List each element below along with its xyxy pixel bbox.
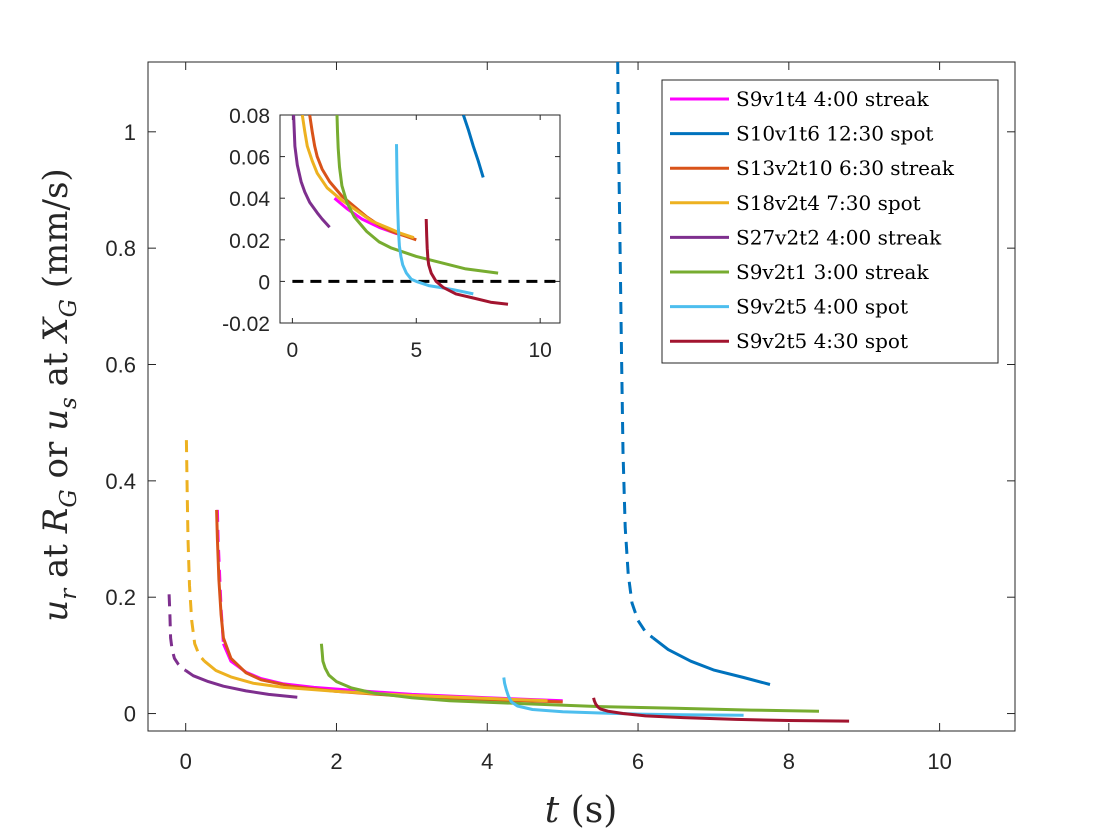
y-axis-label-part: at (36, 533, 76, 589)
y-axis-label-part: R (36, 508, 76, 535)
inset-x-tick-label: 0 (287, 339, 299, 362)
inset-series (292, 115, 560, 306)
x-tick-label: 4 (481, 749, 493, 774)
legend: S9v1t4 4:00 streak S10v1t6 12:30 spot S13v… (661, 79, 999, 364)
inset-series-line (335, 115, 499, 275)
x-tick-label: 0 (180, 749, 192, 774)
inset-series-line (308, 115, 417, 242)
y-axis-label-part: G (56, 299, 82, 317)
legend-label: S18v2t4 7:30 spot (736, 191, 921, 215)
y-tick-label: 0 (124, 702, 136, 727)
y-tick-label: 0.2 (105, 585, 136, 610)
inset-y-tick-label: 0 (258, 271, 270, 294)
x-axis-variable: t (545, 790, 560, 831)
inset-y-tick-label: 0.04 (229, 188, 270, 211)
inset-y-tick-label: 0.06 (229, 147, 270, 170)
inset-series-line (424, 218, 509, 306)
y-axis-label-part: G (56, 489, 82, 507)
x-axis-label: t (s) (545, 790, 618, 831)
legend-label: S27v2t2 4:00 streak (736, 225, 942, 249)
legend-label: S13v2t10 6:30 streak (736, 156, 955, 180)
x-tick-label: 8 (783, 749, 795, 774)
inset-y-tick-label: 0.08 (229, 105, 270, 128)
inset-series-line (292, 115, 331, 229)
inset-y-tick-label: -0.02 (222, 313, 270, 336)
legend-label: S9v2t5 4:00 spot (736, 295, 908, 319)
legend-label: S9v2t1 3:00 streak (736, 260, 929, 284)
y-tick-label: 0.4 (105, 469, 136, 494)
inset-x-tick-label: 10 (528, 339, 551, 362)
inset-y-tick-label: 0.02 (229, 230, 270, 253)
series-line (184, 669, 298, 699)
y-axis-label-part: X (36, 316, 76, 345)
series-line (592, 697, 850, 723)
y-tick-label: 0.6 (105, 353, 136, 378)
series-line (167, 594, 187, 672)
y-axis-label: ur at RG or us at XG (mm/s) (36, 168, 82, 621)
legend-label: S9v2t5 4:30 spot (736, 329, 908, 353)
inset-series-line (395, 144, 474, 296)
y-axis-label-part: or (36, 431, 76, 489)
y-axis-label-part: u (36, 600, 76, 622)
inset-axes: 0 5 10 -0.02 0 0.02 0.04 0.06 0.08 (222, 105, 561, 362)
legend-entries: S9v1t4 4:00 streak S10v1t6 12:30 spot S13v… (670, 87, 955, 353)
y-axis-label-part: s (56, 397, 82, 409)
inset-plot-frame (279, 114, 561, 324)
main-ticks: 0 2 4 6 8 10 0 0.2 0.4 0.6 0.8 1 (105, 62, 1015, 774)
x-tick-label: 10 (927, 749, 951, 774)
y-tick-label: 1 (124, 120, 136, 145)
series-line (616, 62, 655, 640)
series-line (652, 636, 771, 686)
legend-box (661, 79, 999, 364)
series-line (319, 643, 820, 713)
y-axis-label-part: r (56, 587, 82, 600)
y-axis-label-part: at (36, 342, 76, 398)
series-line (502, 677, 744, 717)
x-tick-label: 2 (330, 749, 342, 774)
inset-x-tick-label: 5 (410, 339, 422, 362)
legend-label: S9v1t4 4:00 streak (736, 87, 929, 111)
inset-ticks: 0 5 10 -0.02 0 0.02 0.04 0.06 0.08 (222, 105, 560, 362)
main-series (167, 62, 850, 723)
y-axis-label-part: u (36, 409, 76, 431)
series-line (184, 440, 206, 663)
inset-series-line (300, 115, 415, 240)
y-axis-label-part: (mm/s) (36, 168, 76, 299)
y-tick-label: 0.8 (105, 236, 136, 261)
x-axis-unit: (s) (571, 790, 618, 831)
series-line (203, 660, 548, 703)
inset-series-line (461, 115, 485, 178)
x-tick-label: 6 (632, 749, 644, 774)
legend-label: S10v1t6 12:30 spot (736, 122, 933, 146)
